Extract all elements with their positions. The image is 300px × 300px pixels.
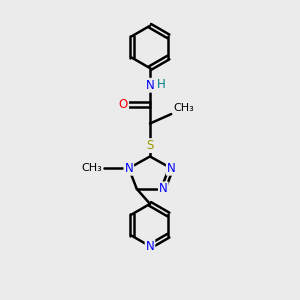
Text: N: N xyxy=(124,162,133,175)
Text: S: S xyxy=(146,139,154,152)
Text: O: O xyxy=(119,98,128,111)
Text: CH₃: CH₃ xyxy=(81,163,102,173)
Text: N: N xyxy=(146,240,154,253)
Text: H: H xyxy=(158,78,166,91)
Text: N: N xyxy=(146,79,154,92)
Text: N: N xyxy=(167,162,176,175)
Text: CH₃: CH₃ xyxy=(174,103,194,113)
Text: N: N xyxy=(159,182,168,195)
